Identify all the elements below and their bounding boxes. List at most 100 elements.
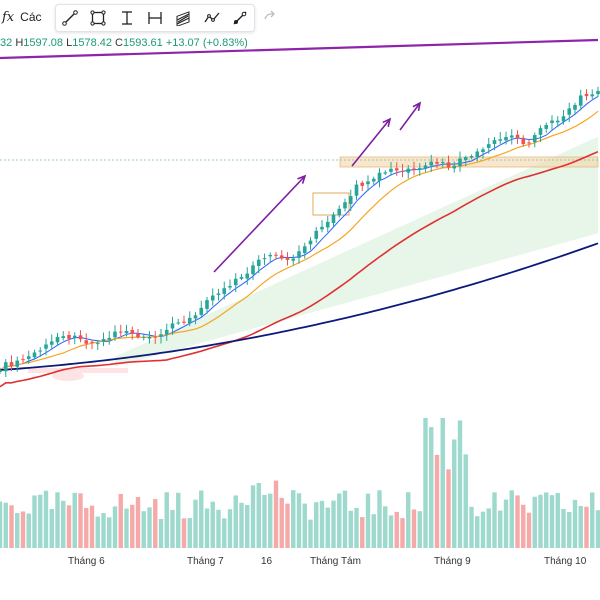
- volume-bar: [342, 490, 348, 548]
- impulse-arrow-2: [351, 118, 391, 167]
- volume-bar: [417, 511, 422, 548]
- volume-bar: [118, 493, 123, 548]
- volume-bar: [590, 492, 595, 548]
- volume-bar: [388, 515, 394, 548]
- volume-bar: [250, 485, 256, 548]
- candle-body: [406, 168, 411, 173]
- volume-bar: [595, 510, 600, 548]
- candle-body: [199, 307, 204, 315]
- candle-body: [458, 158, 462, 167]
- close-key: C: [115, 37, 123, 49]
- candle-body: [302, 246, 307, 254]
- polyline-icon[interactable]: [201, 7, 223, 29]
- candle-body: [268, 254, 273, 257]
- volume-bar: [84, 508, 89, 548]
- drawing-tools: [55, 4, 255, 32]
- candle-body: [360, 182, 365, 186]
- volume-bar: [193, 499, 198, 548]
- candle-body: [205, 300, 209, 309]
- volume-bar: [72, 492, 77, 548]
- volume-bar: [233, 495, 238, 548]
- candle-body: [578, 95, 583, 106]
- candle-body: [567, 108, 572, 115]
- candle-body: [78, 335, 83, 340]
- redo-icon[interactable]: [262, 8, 278, 24]
- text-range-icon[interactable]: [116, 7, 138, 29]
- cloud-area: [115, 136, 598, 367]
- candle-body: [354, 184, 359, 196]
- candle-body: [383, 172, 388, 174]
- volume-bar: [291, 490, 296, 548]
- volume-bar: [584, 506, 589, 548]
- candle-body: [463, 157, 468, 160]
- volume-bar: [394, 511, 399, 548]
- volume-bar: [273, 480, 279, 548]
- candle-body: [337, 208, 342, 216]
- volume-bar: [423, 417, 428, 548]
- candle-body: [15, 360, 20, 367]
- volume-bar: [55, 492, 60, 548]
- candle-body: [446, 162, 451, 168]
- candle-body: [239, 276, 244, 279]
- volume-bar: [20, 511, 26, 548]
- volume-bar: [164, 492, 169, 548]
- trend-line-icon[interactable]: [59, 7, 81, 29]
- volume-bar: [572, 499, 578, 548]
- volume-bar: [400, 518, 405, 548]
- impulse-arrow-3: [399, 102, 421, 131]
- volume-bar: [49, 509, 54, 548]
- ray-icon[interactable]: [229, 7, 251, 29]
- volume-bar: [480, 511, 486, 548]
- volume-bar: [348, 510, 353, 548]
- candle-body: [573, 104, 577, 110]
- rectangle-icon[interactable]: [87, 7, 109, 29]
- volume-bar: [268, 493, 273, 548]
- truncated-menu-label[interactable]: Các: [20, 10, 42, 24]
- parallel-channel-icon[interactable]: [172, 7, 194, 29]
- candle-body: [348, 196, 353, 205]
- candle-body: [481, 149, 485, 153]
- volume-bar: [469, 506, 474, 548]
- candle-body: [314, 230, 319, 239]
- indicators-icon[interactable]: fx: [2, 9, 15, 25]
- measure-range-icon[interactable]: [144, 7, 166, 29]
- candle-body: [394, 168, 399, 171]
- candle-body: [377, 172, 382, 181]
- candle-body: [49, 341, 54, 345]
- volume-bar: [15, 513, 20, 548]
- volume-bar: [296, 493, 302, 548]
- volume-bar: [555, 493, 560, 548]
- candle-body: [130, 329, 135, 334]
- volume-bar: [153, 499, 158, 548]
- candle-body: [504, 137, 508, 141]
- candle-body: [498, 139, 503, 141]
- volume-bar: [130, 504, 135, 548]
- volume-bar: [308, 519, 313, 548]
- ma-slow-line: [0, 150, 599, 388]
- volume-bar: [354, 507, 359, 548]
- volume-bar: [78, 493, 83, 548]
- candle-body: [343, 202, 347, 209]
- candle-body: [308, 240, 313, 245]
- candle-body: [118, 331, 123, 333]
- candle-body: [521, 137, 526, 145]
- candle-body: [95, 343, 100, 345]
- volume-bar: [158, 518, 164, 548]
- volume-bar: [0, 501, 3, 548]
- volume-bar: [567, 511, 572, 548]
- candle-body: [136, 333, 140, 338]
- ma-long-line: [0, 242, 599, 371]
- candle-body: [222, 288, 227, 294]
- candle-body: [417, 168, 422, 170]
- impulse-arrow-2-head: [382, 117, 392, 127]
- candle-body: [124, 330, 129, 334]
- candle-body: [262, 258, 267, 260]
- volume-bar: [371, 514, 376, 548]
- candles: [0, 86, 600, 378]
- candle-body: [193, 315, 198, 319]
- volume-bar: [204, 508, 210, 548]
- candle-body: [147, 336, 152, 339]
- volume-bar: [475, 516, 480, 548]
- candle-body: [596, 90, 600, 95]
